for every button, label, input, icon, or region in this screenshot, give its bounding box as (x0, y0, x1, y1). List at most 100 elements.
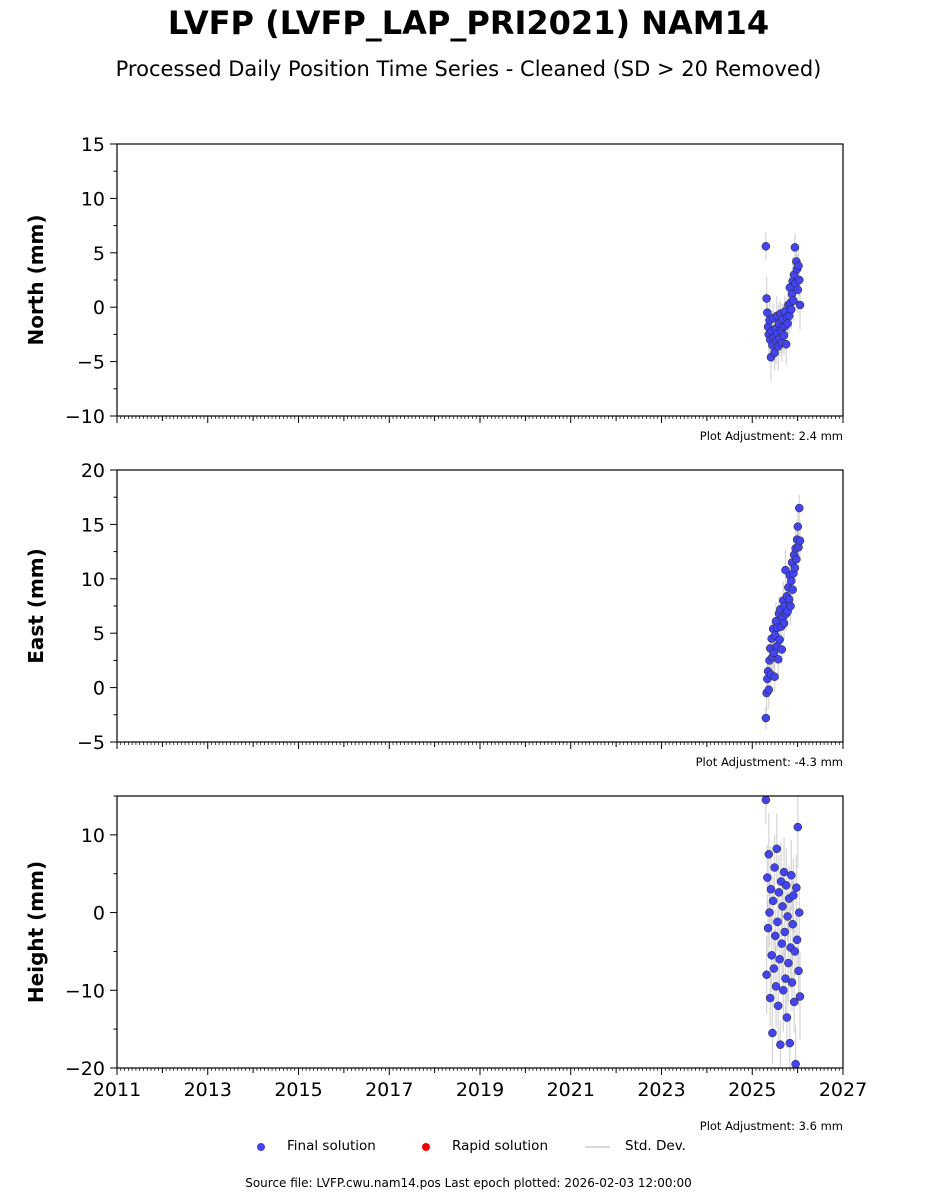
data-point (771, 982, 781, 991)
y-tick-label: 5 (93, 623, 105, 645)
data-point (789, 997, 799, 1007)
data-points (761, 796, 805, 1068)
data-point (792, 554, 801, 564)
data-point (762, 294, 771, 303)
plot-frame (116, 795, 844, 1069)
data-point (781, 881, 791, 890)
x-tick-label: 2015 (274, 1079, 322, 1101)
data-point (788, 585, 797, 594)
y-tick-label: 20 (81, 460, 105, 482)
y-tick-label: 10 (81, 825, 105, 847)
data-point (784, 958, 793, 968)
data-point (780, 927, 789, 937)
data-point (782, 1013, 792, 1022)
data-point (793, 285, 803, 295)
data-point (783, 912, 792, 921)
data-point (765, 908, 774, 917)
x-tick-label: 2017 (365, 1079, 413, 1101)
data-point (770, 672, 779, 681)
data-point (766, 885, 776, 894)
panel-north: −10 −5 0 5 10 15 North (mm) Plot Adjustment: 2.… (24, 134, 844, 443)
data-point (790, 563, 800, 573)
y-tick-label: 15 (81, 514, 105, 536)
data-point (763, 923, 773, 933)
data-point (767, 951, 776, 960)
data-point (776, 1040, 785, 1049)
data-point (777, 939, 787, 948)
y-tick-label: 0 (93, 678, 105, 700)
data-point (792, 935, 802, 945)
y-tick-label: −5 (77, 732, 105, 754)
x-tick-label: 2011 (93, 1079, 141, 1101)
chart-title: LVFP (LVFP_LAP_PRI2021) NAM14 (167, 4, 770, 42)
data-point (768, 896, 778, 906)
chart-subtitle: Processed Daily Position Time Series - C… (115, 57, 822, 81)
data-point (789, 296, 798, 305)
x-tick-label: 2013 (184, 1079, 232, 1101)
legend-std-label: Std. Dev. (625, 1138, 686, 1154)
y-tick-label: −20 (65, 1058, 105, 1080)
data-point (794, 966, 803, 976)
y-tick-label: −10 (65, 406, 105, 428)
x-tick-label: 2025 (728, 1079, 776, 1101)
data-point (779, 986, 788, 995)
y-tick-label: 10 (81, 188, 105, 210)
data-point (769, 964, 779, 973)
plot-frame (116, 143, 844, 417)
data-point (783, 319, 792, 328)
data-point (764, 685, 774, 695)
y-axis-label: North (mm) (24, 214, 48, 345)
data-point (791, 1059, 800, 1068)
panel-east: −5 0 5 10 15 20 East (mm) Plot Adjustment: -4.3… (24, 460, 844, 769)
plot-adjustment-label: Plot Adjustment: 2.4 mm (700, 429, 843, 443)
data-point (764, 850, 774, 859)
data-point (795, 992, 805, 1001)
x-tick-label: 2019 (456, 1079, 504, 1101)
y-tick-label: 10 (81, 569, 105, 591)
y-tick-label: 0 (93, 903, 105, 925)
data-point (786, 601, 795, 611)
data-point (779, 619, 789, 628)
data-point (795, 300, 805, 310)
legend-final-label: Final solution (287, 1138, 376, 1154)
data-point (793, 822, 803, 832)
data-point (781, 974, 790, 983)
y-axis-label: East (mm) (24, 548, 48, 664)
data-point (795, 536, 805, 545)
data-point (789, 891, 798, 900)
data-point (787, 305, 796, 314)
data-point (770, 348, 779, 358)
data-point (763, 873, 772, 882)
x-tick-label: 2027 (819, 1079, 867, 1101)
data-points (761, 503, 805, 723)
data-point (790, 243, 800, 252)
x-tick-label: 2023 (637, 1079, 685, 1101)
data-point (787, 576, 796, 586)
data-point (765, 993, 775, 1003)
data-point (772, 844, 782, 854)
data-point (790, 947, 800, 956)
data-point (788, 919, 797, 929)
y-tick-label: −10 (65, 980, 105, 1002)
data-point (770, 863, 779, 872)
plot-frame (116, 469, 844, 743)
y-tick-label: 5 (93, 243, 105, 265)
data-point (795, 908, 804, 917)
data-point (795, 275, 804, 285)
data-point (773, 917, 782, 927)
data-point (787, 871, 796, 880)
data-point (787, 978, 797, 987)
data-point (793, 522, 803, 531)
data-point (777, 645, 787, 654)
y-axis-label: Height (mm) (24, 861, 48, 1003)
data-point (768, 1028, 777, 1038)
data-point (778, 902, 787, 911)
data-point (761, 713, 771, 723)
data-point (771, 931, 780, 941)
data-point (781, 339, 791, 349)
data-point (762, 970, 771, 979)
data-point (773, 1001, 783, 1011)
plot-adjustment-label: Plot Adjustment: -4.3 mm (696, 755, 843, 769)
data-point (774, 888, 784, 897)
